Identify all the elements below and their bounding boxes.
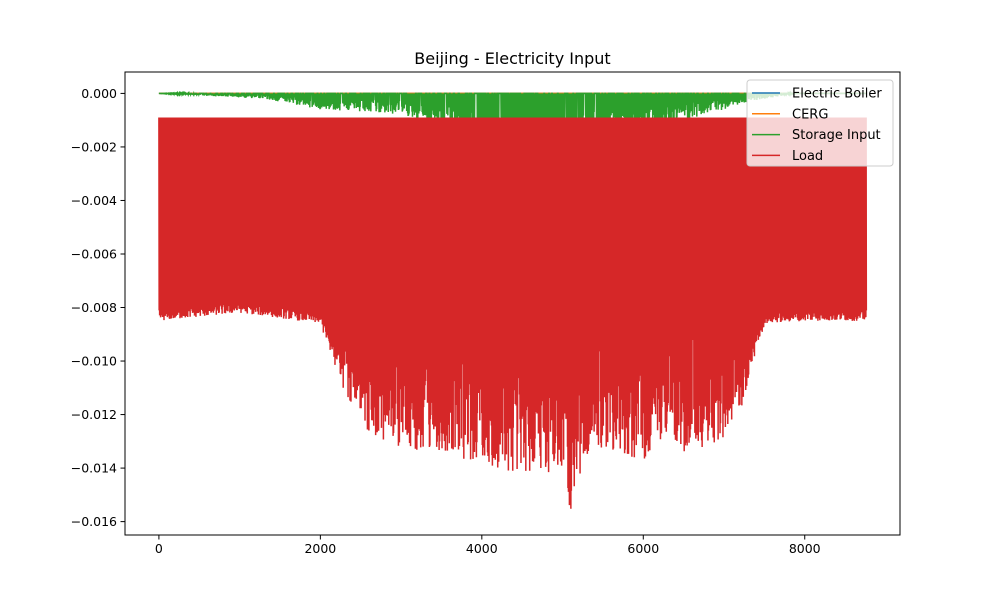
- legend-box: [746, 79, 894, 167]
- y-axis: 0.000 −0.002 −0.004 −0.006 −0.008 −0.010 −0.01…: [71, 86, 125, 529]
- y-tick-label: −0.004: [71, 193, 117, 208]
- y-tick-label: 0.000: [81, 86, 117, 101]
- y-tick-label: −0.008: [71, 300, 117, 315]
- y-tick-label: −0.016: [71, 514, 117, 529]
- x-tick-label: 6000: [627, 541, 659, 556]
- y-tick-label: −0.010: [71, 354, 117, 369]
- y-tick-label: −0.006: [71, 246, 117, 261]
- plot-frame: [124, 71, 901, 536]
- legend: Electric Boiler CERG Storage Input Load: [746, 79, 894, 167]
- chart-title: Beijing - Electricity Input: [414, 49, 610, 68]
- x-tick-label: 2000: [304, 541, 336, 556]
- legend-label-3: Load: [792, 149, 823, 164]
- y-tick-label: −0.012: [71, 407, 117, 422]
- legend-label-2: Storage Input: [792, 128, 881, 143]
- legend-label-0: Electric Boiler: [792, 87, 882, 102]
- y-tick-label: −0.014: [71, 461, 117, 476]
- x-axis: 0 2000 4000 6000 8000: [155, 535, 821, 556]
- x-tick-label: 8000: [789, 541, 821, 556]
- y-tick-label: −0.002: [71, 139, 117, 154]
- x-tick-label: 4000: [466, 541, 498, 556]
- x-tick-label: 0: [155, 541, 163, 556]
- legend-label-1: CERG: [792, 107, 828, 122]
